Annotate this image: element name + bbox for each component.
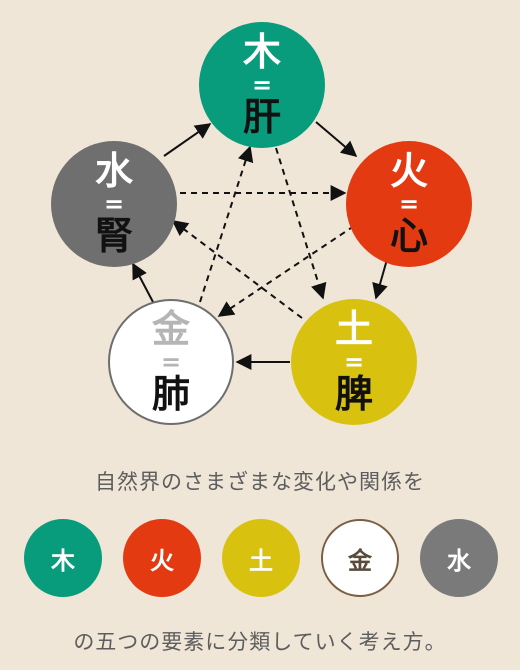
arrow-wood-to-earth bbox=[275, 147, 327, 300]
equals-sign: = bbox=[160, 348, 182, 376]
element-water-circle: 水 = 腎 bbox=[51, 141, 177, 267]
element-water-label: 水 bbox=[94, 149, 133, 193]
legend-wood-circle: 木 bbox=[24, 519, 102, 597]
arrow-fire-to-metal bbox=[217, 225, 355, 317]
legend-metal-circle: 金 bbox=[321, 519, 399, 597]
legend-earth-circle: 土 bbox=[222, 519, 300, 597]
caption-bottom: の五つの要素に分類していく考え方。 bbox=[73, 630, 447, 654]
relation-arrows bbox=[132, 121, 389, 370]
equals-sign: = bbox=[398, 190, 420, 218]
element-legend: 木 火 土 金 水 bbox=[0, 519, 520, 599]
element-earth-circle: 土 = 脾 bbox=[291, 299, 417, 425]
organ-heart-label: 心 bbox=[389, 214, 428, 258]
organ-liver-label: 肝 bbox=[242, 95, 281, 139]
element-wood-label: 木 bbox=[242, 30, 281, 74]
arrow-wood-to-fire bbox=[315, 121, 358, 158]
element-fire-label: 火 bbox=[389, 149, 428, 193]
organ-spleen-label: 脾 bbox=[334, 372, 373, 416]
organ-lung-label: 肺 bbox=[151, 372, 190, 416]
equals-sign: = bbox=[103, 190, 125, 218]
element-earth-label: 土 bbox=[334, 307, 373, 351]
arrow-metal-to-wood bbox=[199, 145, 254, 303]
element-fire-circle: 火 = 心 bbox=[346, 141, 472, 267]
element-wood-circle: 木 = 肝 bbox=[199, 22, 325, 148]
arrow-earth-to-water bbox=[171, 220, 303, 319]
caption-top: 自然界のさまざまな変化や関係を bbox=[95, 470, 425, 494]
equals-sign: = bbox=[251, 71, 273, 99]
legend-water-circle: 水 bbox=[420, 519, 498, 597]
organ-kidney-label: 腎 bbox=[94, 214, 133, 258]
arrow-water-to-wood bbox=[163, 123, 212, 157]
equals-sign: = bbox=[343, 348, 365, 376]
arrow-metal-to-water bbox=[132, 262, 154, 303]
legend-fire-circle: 火 bbox=[123, 519, 201, 597]
five-elements-diagram: 木 = 肝 火 = 心 土 = 脾 金 = 肺 水 = 腎 bbox=[51, 22, 472, 425]
element-metal-circle: 金 = 肺 bbox=[108, 299, 234, 425]
element-metal-label: 金 bbox=[151, 307, 190, 351]
